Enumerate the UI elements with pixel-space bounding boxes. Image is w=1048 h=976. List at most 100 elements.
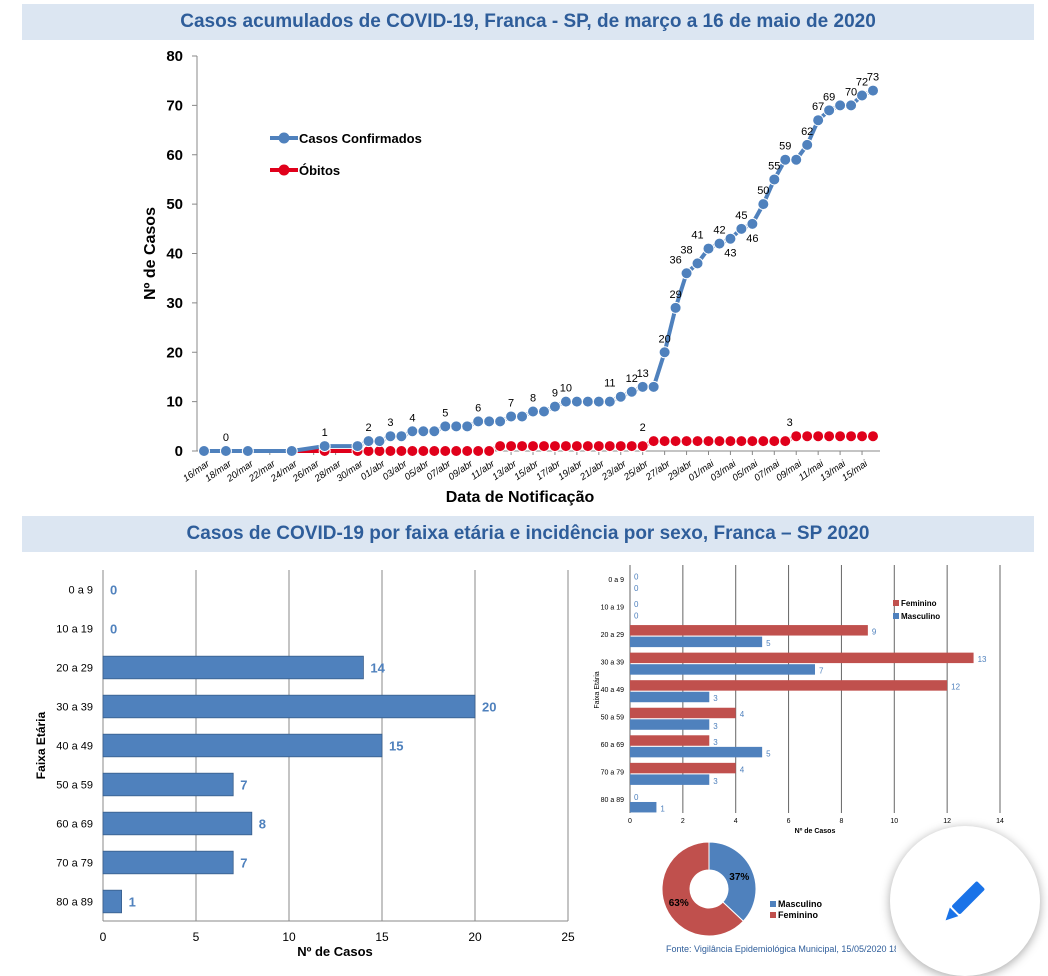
legend-swatch	[770, 901, 776, 907]
data-point	[592, 395, 605, 408]
category-label: 10 a 19	[56, 624, 93, 636]
data-point	[406, 445, 419, 457]
data-point	[658, 346, 671, 359]
data-label: 41	[691, 230, 703, 242]
category-label: 70 a 79	[56, 858, 93, 870]
edit-fab-button[interactable]	[890, 826, 1040, 976]
y-axis-title: Nº de Casos	[142, 207, 159, 300]
category-label: 40 a 49	[56, 741, 93, 753]
donut-slice-feminino	[661, 841, 744, 937]
bar-feminino	[630, 652, 974, 664]
data-point	[625, 385, 638, 398]
cumulative-cases-line-chart: 0102030405060708016/mar18/mar20/mar22/ma…	[142, 48, 880, 506]
data-label: 73	[867, 72, 879, 84]
data-label: 69	[823, 91, 835, 103]
data-point	[779, 153, 792, 166]
data-label: 1	[322, 427, 328, 439]
bar-value-label: 8	[259, 817, 266, 832]
data-point	[658, 435, 671, 448]
x-axis-title: Data de Notificação	[446, 489, 595, 506]
data-point	[856, 89, 869, 102]
data-point	[735, 435, 748, 448]
data-point	[548, 440, 561, 453]
data-point	[483, 415, 496, 428]
data-point	[318, 440, 331, 453]
bar-value-label: 7	[819, 667, 824, 676]
y-tick-label: 0	[175, 443, 183, 460]
data-point	[417, 445, 430, 457]
x-tick-label: 12	[943, 818, 951, 825]
y-tick-label: 40	[166, 246, 183, 263]
data-label: 8	[530, 393, 536, 405]
category-label: 0 a 9	[69, 585, 93, 597]
bar	[102, 772, 234, 797]
data-point	[834, 430, 847, 443]
data-point	[680, 267, 693, 280]
bar-value-label: 0	[634, 793, 639, 802]
legend-label: Óbitos	[299, 163, 340, 178]
bar-value-label: 1	[129, 895, 136, 910]
data-label: 6	[475, 402, 481, 414]
data-point	[713, 435, 726, 448]
x-tick-label: 27/abr	[643, 458, 673, 484]
x-tick-label: 10	[890, 818, 898, 825]
bar-value-label: 13	[978, 655, 987, 664]
legend-label: Feminino	[901, 599, 937, 608]
category-label: 20 a 29	[601, 632, 624, 639]
data-point	[516, 440, 529, 453]
category-label: 30 a 39	[56, 702, 93, 714]
bar-value-label: 0	[634, 600, 639, 609]
data-label: 70	[845, 86, 857, 98]
bar-value-label: 0	[634, 572, 639, 581]
data-point	[867, 430, 879, 443]
data-point	[505, 410, 518, 423]
data-label: 36	[669, 254, 681, 266]
data-label: 20	[658, 333, 670, 345]
data-label: 46	[746, 233, 758, 245]
bar	[102, 733, 383, 758]
bar-value-label: 7	[240, 856, 247, 871]
x-tick-label: 23/abr	[599, 458, 629, 484]
data-point	[384, 445, 397, 457]
data-point	[614, 440, 627, 453]
bar-value-label: 7	[240, 778, 247, 793]
data-point	[461, 445, 474, 457]
donut-slice-masculino	[708, 841, 757, 922]
data-point	[198, 445, 210, 457]
data-point	[516, 410, 529, 423]
bar-masculino	[630, 746, 763, 758]
data-point	[790, 430, 803, 443]
bar-masculino	[630, 801, 657, 813]
data-point	[724, 435, 737, 448]
data-point	[472, 415, 485, 428]
data-label: 7	[508, 397, 514, 409]
data-point	[834, 99, 847, 112]
data-label: 55	[768, 160, 780, 172]
bar-value-label: 5	[766, 749, 771, 758]
bar-value-label: 5	[766, 639, 771, 648]
y-tick-label: 20	[166, 344, 183, 361]
age-chart-title: Casos de COVID-19 por faixa etária e inc…	[186, 523, 870, 544]
data-label: 67	[812, 101, 824, 113]
source-note: Fonte: Vigilância Epidemiológica Municip…	[666, 944, 896, 954]
x-tick-label: 21/abr	[577, 458, 607, 484]
bar-masculino	[630, 719, 710, 730]
data-point	[768, 435, 781, 448]
data-point	[537, 440, 550, 453]
data-point	[592, 440, 605, 453]
bar-feminino	[630, 680, 948, 691]
bar-value-label: 0	[110, 583, 117, 598]
data-point	[373, 445, 386, 457]
category-label: 40 a 49	[601, 687, 624, 694]
legend-swatch-marker	[278, 164, 290, 176]
data-label: 45	[735, 210, 747, 222]
data-label: 3	[387, 417, 393, 429]
data-point	[373, 435, 386, 448]
data-label: 59	[779, 141, 791, 153]
data-point	[559, 395, 572, 408]
bar-value-label: 1	[660, 804, 665, 813]
data-point	[801, 138, 814, 151]
legend-label: Feminino	[778, 910, 819, 920]
x-tick-label: 15	[375, 930, 389, 944]
data-point	[702, 242, 715, 255]
